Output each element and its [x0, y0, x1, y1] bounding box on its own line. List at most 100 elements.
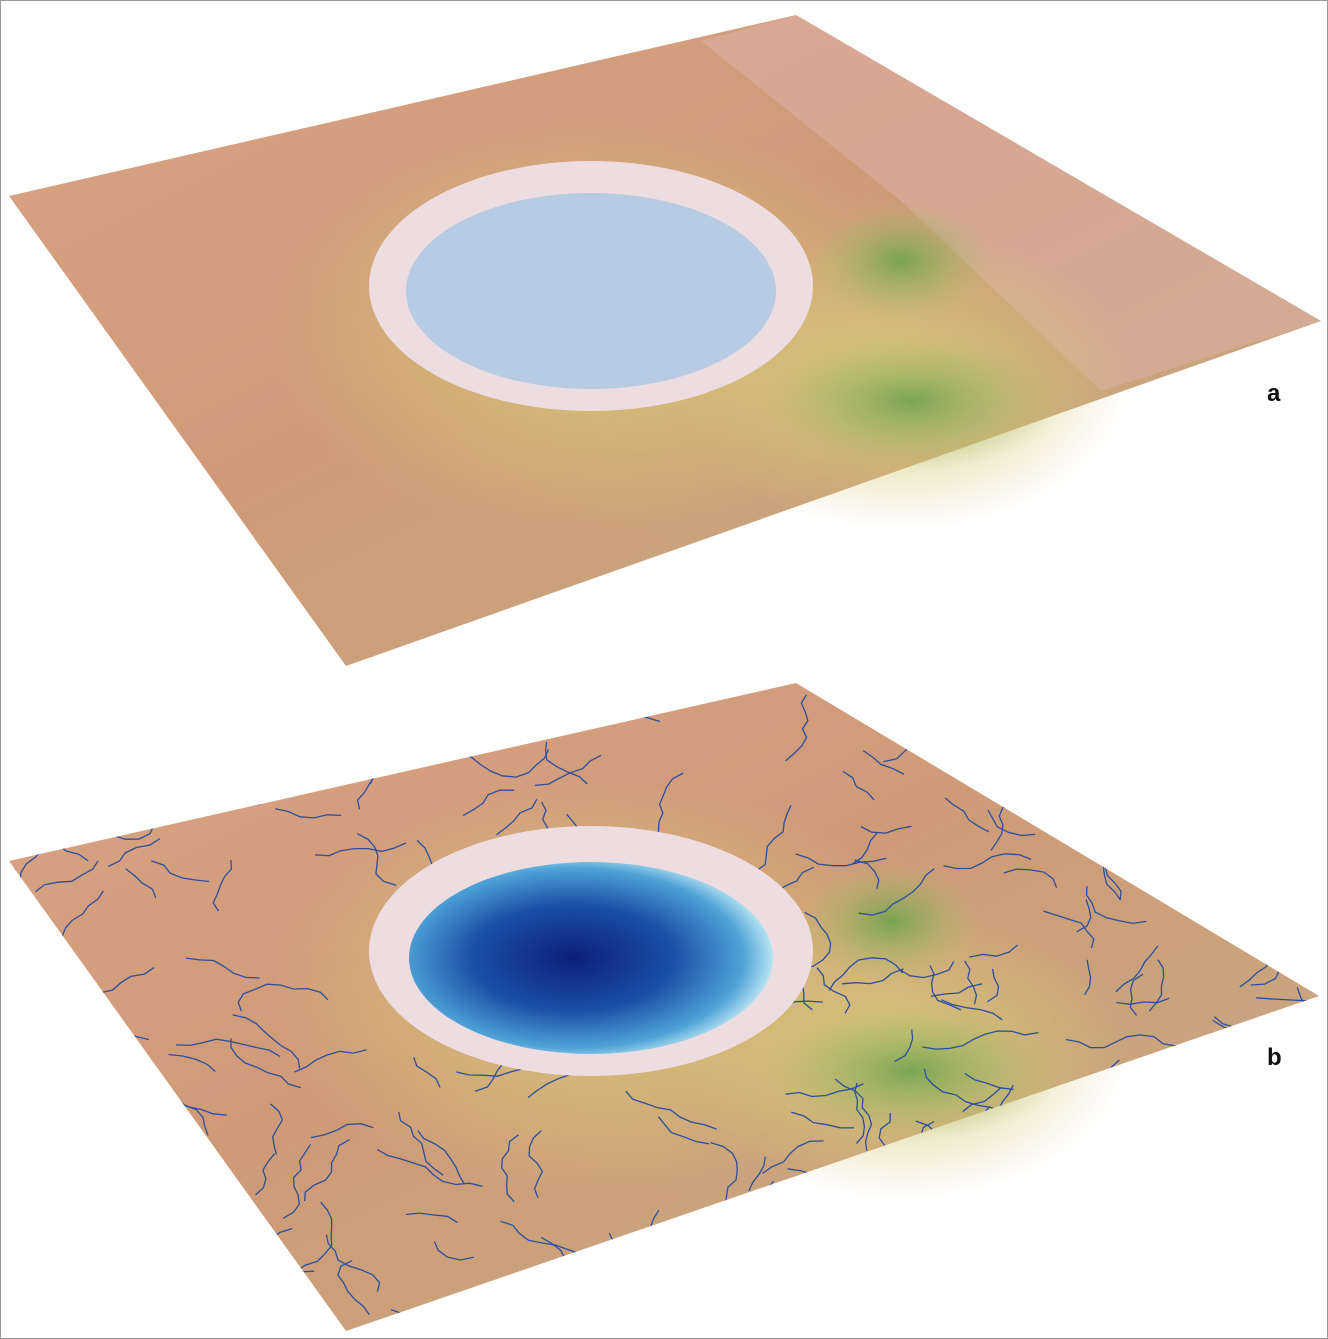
forest — [761, 1001, 1061, 1141]
stream — [943, 853, 1032, 870]
stream — [230, 1038, 302, 1089]
stream — [657, 1116, 710, 1145]
stream — [315, 842, 407, 857]
stream — [150, 860, 210, 883]
stream — [1256, 995, 1319, 1006]
stream — [462, 789, 515, 817]
stream — [791, 1111, 855, 1129]
stream — [413, 1056, 441, 1088]
stream — [1128, 1222, 1202, 1275]
stream — [625, 1090, 717, 1130]
stream — [785, 694, 809, 762]
forest — [801, 861, 981, 981]
stream — [376, 1148, 483, 1188]
stream — [964, 1072, 1014, 1090]
stream — [1118, 762, 1176, 813]
stream — [744, 1260, 863, 1285]
stream — [1212, 1238, 1296, 1282]
stream — [894, 1029, 914, 1063]
stream — [11, 694, 122, 727]
stream — [828, 957, 904, 991]
stream — [337, 1260, 370, 1316]
stream — [232, 1014, 301, 1069]
stream — [903, 683, 973, 695]
stream — [1195, 1199, 1218, 1240]
stream — [99, 967, 155, 994]
stream — [702, 1294, 757, 1303]
stream — [1043, 910, 1095, 949]
stream — [1129, 1265, 1183, 1278]
stream — [750, 1263, 762, 1299]
stream — [254, 1153, 276, 1196]
terrain-pale — [701, 15, 1321, 391]
panel-b: b — [9, 683, 1319, 1331]
forest — [811, 201, 991, 321]
stream — [799, 1306, 838, 1331]
stream — [675, 1261, 729, 1293]
stream — [1003, 868, 1058, 888]
stream — [903, 1265, 918, 1308]
stream — [656, 772, 684, 840]
stream — [841, 968, 904, 985]
stream — [964, 960, 978, 1005]
stream — [1258, 1228, 1319, 1270]
stream — [1065, 1034, 1177, 1049]
stream — [762, 1140, 824, 1175]
stream — [108, 838, 161, 867]
stream — [1296, 987, 1319, 1035]
stream — [899, 961, 955, 979]
stream — [1073, 1282, 1143, 1318]
stream — [104, 1228, 148, 1282]
stream — [70, 715, 85, 778]
stream — [73, 1041, 113, 1065]
stream — [910, 1268, 952, 1292]
stream — [1171, 869, 1193, 903]
stream — [742, 805, 792, 875]
stream — [1284, 703, 1319, 736]
stream — [528, 1130, 544, 1198]
stream — [534, 754, 602, 787]
stream — [860, 825, 912, 834]
stream — [295, 1201, 333, 1273]
stream — [155, 1284, 248, 1296]
stream — [834, 1078, 873, 1151]
stream — [884, 1274, 902, 1309]
stream — [160, 694, 196, 747]
stream — [1094, 791, 1111, 826]
stream — [816, 967, 851, 1014]
stream — [460, 749, 550, 778]
stream — [1237, 792, 1255, 871]
stream — [748, 1156, 766, 1191]
stream — [272, 711, 300, 771]
stream — [1147, 1215, 1236, 1264]
stream — [679, 1214, 716, 1254]
stream — [764, 1309, 807, 1331]
stream — [211, 711, 270, 772]
stream — [325, 1234, 381, 1292]
stream — [1087, 756, 1138, 784]
stream — [1129, 973, 1144, 1016]
stream — [911, 1190, 949, 1254]
stream — [1013, 1233, 1054, 1297]
stream — [851, 832, 878, 865]
stream — [1137, 1193, 1242, 1217]
stream — [1163, 1088, 1209, 1106]
stream — [1119, 1203, 1151, 1246]
stream — [646, 683, 739, 694]
forest — [761, 331, 1061, 471]
stream — [35, 860, 99, 893]
stream — [1111, 1230, 1146, 1285]
stream — [1029, 1184, 1066, 1240]
stream — [58, 1217, 146, 1245]
stream — [962, 1086, 1003, 1113]
stream — [168, 1053, 216, 1072]
stream — [303, 1139, 350, 1202]
stream — [794, 1204, 800, 1241]
stream — [1069, 722, 1131, 792]
stream — [1116, 997, 1170, 1005]
lake — [406, 193, 776, 389]
stream — [62, 719, 122, 742]
stream — [1019, 703, 1061, 771]
stream — [544, 741, 588, 785]
